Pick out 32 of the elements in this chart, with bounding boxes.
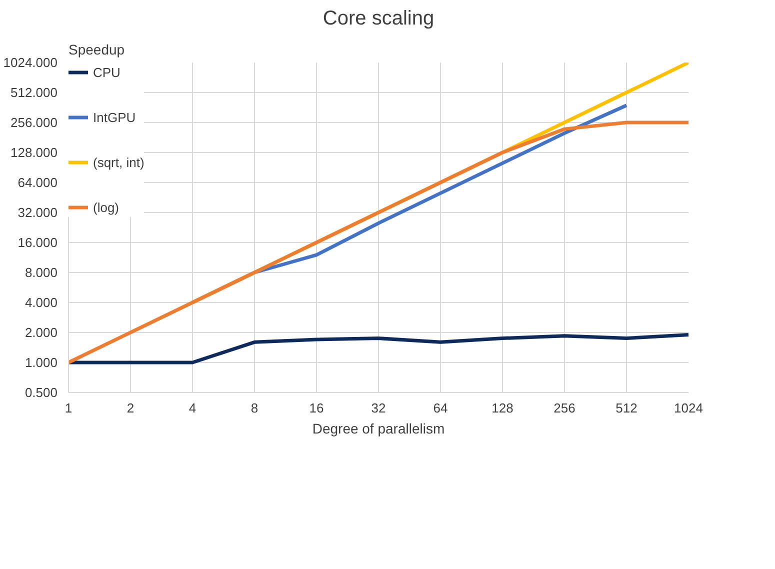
chart-title: Core scaling (322, 8, 434, 30)
line-series (68, 332, 688, 364)
y-tick-label: 512.000 (10, 85, 58, 100)
legend-label: CPU (93, 64, 120, 80)
x-tick-label: 256 (554, 400, 576, 416)
y-tick-label: 4.000 (24, 295, 58, 310)
y-tick-label: 1024.000 (3, 55, 58, 70)
y-tick-label: 8.000 (24, 265, 58, 280)
x-tick-label: 4 (188, 400, 196, 416)
y-tick-label: 2.000 (24, 325, 58, 340)
y-tick-label: 1.000 (24, 355, 58, 370)
y-axis-title: Speedup (68, 42, 125, 58)
line-series (68, 120, 688, 364)
x-tick-label: 32 (371, 400, 386, 416)
x-tick-label: 512 (616, 400, 638, 416)
x-tick-label: 128 (492, 400, 514, 416)
x-tick-label: 8 (250, 400, 258, 416)
legend-label: (sqrt, int) (93, 154, 144, 170)
y-tick-label: 16.000 (18, 235, 58, 250)
x-tick-label: 1024 (674, 400, 703, 416)
x-axis-title: Degree of parallelism (312, 420, 445, 436)
y-tick-label: 0.500 (24, 385, 58, 400)
y-tick-label: 64.000 (18, 175, 58, 190)
legend-label: (log) (93, 200, 120, 214)
x-tick-label: 16 (309, 400, 324, 416)
y-tick-label: 32.000 (18, 205, 58, 220)
y-tick-label: 128.000 (10, 145, 58, 160)
x-tick-label: 2 (126, 400, 134, 416)
x-tick-label: 1 (64, 400, 72, 416)
y-tick-label: 256.000 (10, 115, 58, 130)
legend-label: IntGPU (93, 110, 136, 124)
x-tick-label: 64 (433, 400, 448, 416)
